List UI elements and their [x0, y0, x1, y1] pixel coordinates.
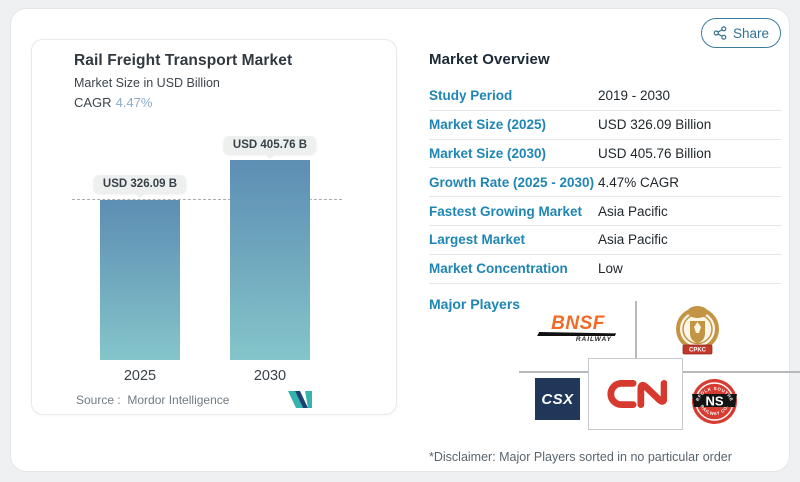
norfolk-southern-logo: NORFOLK SOUTHERN RAILWAY CO. NS	[691, 378, 737, 424]
table-row: Market Size (2025) USD 326.09 Billion	[429, 111, 781, 140]
market-overview-heading: Market Overview	[429, 51, 550, 68]
share-icon	[713, 26, 727, 40]
page-card: Rail Freight Transport Market Market Siz…	[10, 8, 800, 472]
x-axis-label-2025: 2025	[123, 368, 157, 384]
bar-2025	[100, 200, 180, 360]
row-label: Fastest Growing Market	[429, 203, 583, 219]
bnsf-wordmark: BNSF	[551, 313, 605, 334]
row-label: Largest Market	[429, 232, 526, 248]
table-row: Study Period 2019 - 2030	[429, 82, 781, 111]
bnsf-railway-logo: BNSF RAILWAY	[538, 313, 618, 343]
players-grid-vertical-line	[635, 301, 637, 358]
table-row: Growth Rate (2025 - 2030) 4.47% CAGR	[429, 168, 781, 198]
row-label: Study Period	[429, 88, 513, 104]
share-button[interactable]: Share	[701, 18, 781, 48]
row-value: Asia Pacific	[598, 203, 668, 219]
row-value: USD 405.76 Billion	[598, 145, 712, 161]
share-label: Share	[732, 25, 770, 41]
row-value: USD 326.09 Billion	[598, 117, 712, 133]
csx-logo: CSX	[535, 378, 580, 420]
csx-wordmark: CSX	[541, 390, 574, 408]
cn-logo	[606, 379, 667, 409]
row-label: Market Concentration	[429, 261, 568, 277]
cpkc-banner-text: CPKC	[689, 348, 707, 354]
disclaimer-text: *Disclaimer: Major Players sorted in no …	[429, 450, 732, 464]
bar-label-2025: USD 326.09 B	[93, 175, 187, 193]
source-value: Mordor Intelligence	[127, 393, 230, 407]
reference-dashed-line	[72, 199, 342, 200]
chart-cagr: CAGR 4.47%	[74, 95, 152, 110]
cn-logo-card	[588, 358, 683, 430]
table-row: Fastest Growing Market Asia Pacific	[429, 197, 781, 226]
table-row: Market Size (2030) USD 405.76 Billion	[429, 140, 781, 169]
row-label: Growth Rate (2025 - 2030)	[429, 174, 595, 190]
row-label: Market Size (2030)	[429, 145, 547, 161]
cpkc-logo: CPKC	[676, 306, 719, 355]
source-row: Source : Mordor Intelligence	[76, 393, 229, 407]
major-players-label: Major Players	[429, 296, 521, 312]
cagr-value: 4.47%	[115, 95, 153, 110]
x-axis-label-2030: 2030	[253, 368, 287, 384]
chart-subtitle: Market Size in USD Billion	[74, 76, 220, 90]
mordor-intelligence-logo-icon	[288, 391, 312, 408]
table-row: Largest Market Asia Pacific	[429, 226, 781, 255]
row-value: 2019 - 2030	[598, 88, 671, 104]
market-overview-table: Study Period 2019 - 2030 Market Size (20…	[429, 82, 781, 284]
bar-label-2030: USD 405.76 B	[223, 136, 317, 154]
row-value: Low	[598, 261, 623, 277]
row-value: Asia Pacific	[598, 232, 668, 248]
cagr-label: CAGR	[74, 95, 112, 110]
ns-monogram: NS	[705, 394, 723, 409]
bar-2030	[230, 160, 310, 360]
row-value: 4.47% CAGR	[598, 174, 680, 190]
row-label: Market Size (2025)	[429, 117, 547, 133]
table-row: Market Concentration Low	[429, 255, 781, 284]
source-label: Source :	[76, 393, 121, 407]
bnsf-railway-text: RAILWAY	[575, 336, 612, 343]
chart-title: Rail Freight Transport Market	[74, 52, 293, 69]
chart-card: Rail Freight Transport Market Market Siz…	[31, 39, 397, 415]
